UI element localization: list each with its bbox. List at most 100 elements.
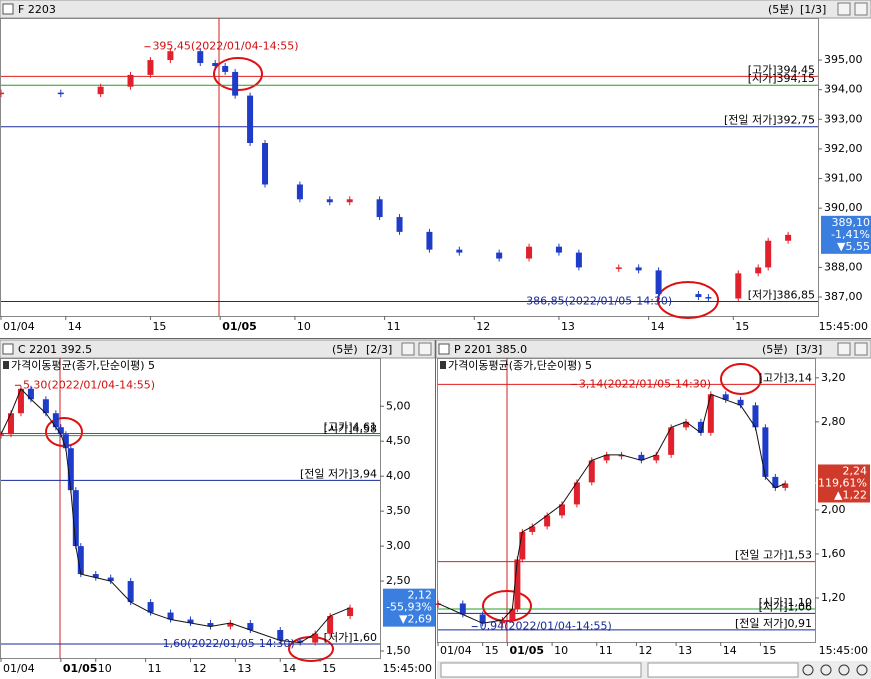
ref-label: [시가]1,10 (759, 596, 812, 609)
candle (559, 504, 566, 516)
price-box-text: 389,10 (832, 216, 871, 229)
x-tick-label: 01/05 (63, 662, 98, 675)
candle (57, 427, 64, 435)
candle (67, 448, 74, 491)
zoom-in[interactable] (802, 664, 814, 676)
zoom[interactable] (838, 664, 850, 676)
button[interactable] (837, 342, 851, 356)
candle (296, 184, 303, 200)
y-tick-label: 3,50 (386, 504, 411, 517)
candle (588, 460, 595, 483)
candle (544, 515, 551, 527)
ref-label: [고가]3,14 (759, 371, 812, 384)
candle (653, 454, 660, 461)
x-tick-label: 01/04 (440, 644, 472, 657)
candle (695, 294, 702, 298)
candle (127, 581, 134, 603)
checkbox[interactable] (438, 343, 450, 355)
pane: [1/3] (800, 3, 826, 16)
circle (482, 590, 532, 622)
button[interactable] (401, 342, 415, 356)
pane: [3/3] (796, 343, 822, 356)
price-box (383, 588, 435, 627)
ref-label: [전일 저가]392,75 (724, 113, 815, 127)
zoom[interactable] (856, 664, 868, 676)
x-end-label: 15:45:00 (383, 662, 432, 675)
candle (722, 394, 729, 400)
y-tick-label: 3,00 (386, 539, 411, 552)
candle (277, 630, 284, 641)
y-tick-label: 2,00 (821, 503, 846, 516)
candle (167, 612, 174, 620)
x-tick-label: 14 (723, 644, 737, 657)
x-tick-label: 15 (322, 662, 336, 675)
candle (479, 614, 486, 624)
candle (635, 267, 642, 271)
zoom-out[interactable] (820, 664, 832, 676)
candle (509, 608, 516, 620)
ref-label: [전일 저가]0,91 (735, 616, 812, 630)
candle (27, 388, 34, 400)
candle (17, 388, 24, 414)
candle (765, 240, 772, 268)
ref-label: [고가]4,61 (324, 421, 377, 434)
candle (77, 546, 84, 575)
ref-label: [저가]1,06 (759, 600, 812, 613)
x-tick-label: 15 (762, 644, 776, 657)
ref-label: [시가]4,58 (324, 423, 377, 436)
candle (615, 267, 622, 269)
pane: [2/3] (366, 343, 392, 356)
candle (785, 234, 792, 241)
button[interactable] (854, 2, 868, 16)
ref-label: [전일 저가]3,94 (300, 466, 377, 480)
candle (212, 63, 219, 66)
y-tick-label: 2,50 (386, 574, 411, 587)
candle (555, 246, 562, 253)
candle (526, 246, 533, 259)
x-tick-label: 01/04 (3, 662, 35, 675)
window-buttons (401, 2, 868, 356)
x-end-label: 15:45:00 (819, 320, 868, 333)
candle (297, 640, 304, 643)
candle (232, 71, 239, 96)
circle (288, 636, 334, 662)
button[interactable] (837, 2, 851, 16)
candle (42, 399, 49, 414)
x-tick-label: 13 (678, 644, 692, 657)
candle (0, 92, 4, 95)
button[interactable] (418, 342, 432, 356)
candle (514, 559, 521, 609)
legend-swatch (440, 361, 446, 369)
scrollbar[interactable] (440, 662, 642, 678)
candle (435, 603, 441, 605)
candle (262, 143, 269, 185)
legend: 가격이동평균(종가,단순이평) 5 (11, 359, 155, 372)
checkbox[interactable] (2, 3, 14, 15)
checkbox[interactable] (2, 343, 14, 355)
candle (655, 270, 662, 295)
candle (638, 454, 645, 461)
candle (247, 623, 254, 631)
price-box-text: ▼2,69 (399, 613, 432, 626)
candle (327, 616, 334, 634)
x-tick-label: 01/04 (3, 320, 35, 333)
button[interactable] (854, 342, 868, 356)
candle (755, 267, 762, 274)
candle (207, 623, 214, 627)
x-tick-label: 11 (599, 644, 613, 657)
candle (697, 421, 704, 433)
x-end-label: 15:45:00 (819, 644, 868, 657)
x-tick-label: 15 (735, 320, 749, 333)
candle (575, 252, 582, 268)
candle (222, 65, 229, 72)
candle (147, 602, 154, 613)
ref-label: [고가]394,45 (748, 63, 815, 76)
candle (107, 577, 114, 582)
x-tick-label: 11 (387, 320, 401, 333)
period: (5분) (768, 3, 794, 16)
price-box-text: ▲1,22 (834, 488, 867, 501)
x-tick-label: 12 (638, 644, 652, 657)
candle (603, 454, 610, 461)
candle (705, 297, 712, 299)
slider[interactable] (647, 662, 799, 678)
